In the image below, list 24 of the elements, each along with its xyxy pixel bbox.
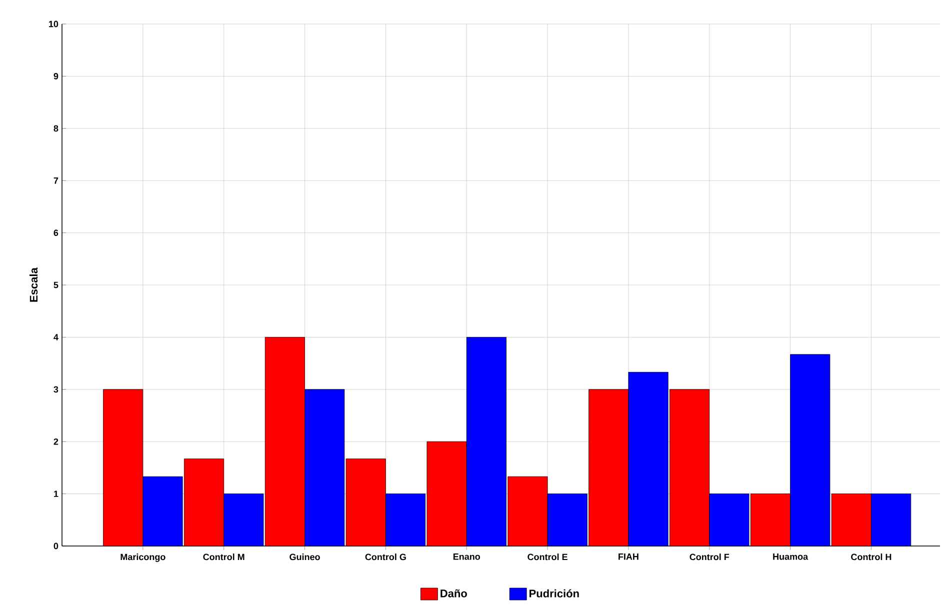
x-tick-label: Control F — [690, 554, 730, 560]
x-tick-label: FIAH — [618, 554, 638, 560]
x-tick-label: Guineo — [290, 554, 320, 560]
y-tick-label: 6 — [54, 230, 58, 236]
y-tick-label: 0 — [54, 542, 58, 550]
y-tick-label: 4 — [54, 334, 58, 340]
x-tick-label: Control H — [851, 554, 892, 560]
y-tick-label: 7 — [54, 178, 58, 184]
x-tick-label: Control G — [365, 554, 406, 560]
x-tick-label: Control E — [528, 554, 568, 560]
legend-label: Daño — [440, 589, 467, 598]
x-tick-label: Control M — [203, 554, 244, 560]
y-axis-title: Escala — [30, 268, 38, 302]
legend-label: Pudrición — [530, 589, 579, 598]
y-tick-label: 8 — [54, 125, 58, 132]
y-tick-label: 9 — [54, 73, 58, 80]
x-tick-label: Huamoa — [773, 554, 808, 560]
y-tick-label: 3 — [54, 386, 58, 393]
y-tick-label: 2 — [54, 438, 58, 445]
y-tick-label: 10 — [49, 20, 58, 28]
x-tick-label: Maricongo — [120, 554, 166, 562]
x-tick-label: Enano — [453, 554, 480, 560]
y-tick-label: 5 — [54, 282, 58, 288]
y-tick-label: 1 — [54, 490, 58, 497]
